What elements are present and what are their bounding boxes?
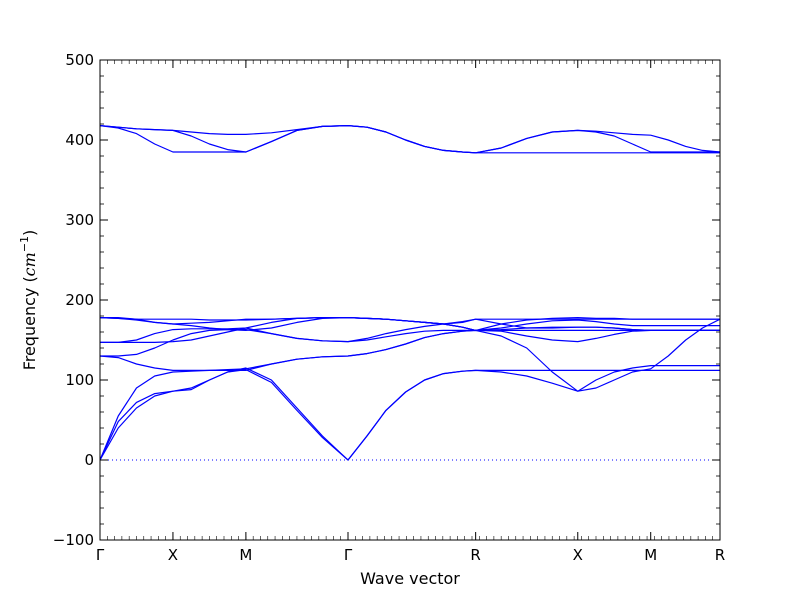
x-tick-label: Γ	[344, 546, 353, 564]
series-line-2	[99, 318, 721, 461]
x-tick-label: Γ	[96, 546, 105, 564]
y-axis-label-unit-base: cm	[20, 252, 39, 276]
y-axis-label: Frequency (cm−1)	[18, 230, 39, 371]
x-tick-label: M	[239, 546, 252, 564]
series-line-13	[99, 125, 721, 154]
y-tick-labels: −100 0 100 200 300 400 500	[53, 51, 94, 549]
y-tick-label: 400	[65, 131, 94, 149]
y-tick-label: 300	[65, 211, 94, 229]
x-tick-label: M	[644, 546, 657, 564]
series-line-6	[100, 326, 720, 343]
y-tick-label: 100	[65, 371, 94, 389]
x-tick-label: X	[168, 546, 178, 564]
axes-frame	[99, 59, 721, 541]
y-axis-label-prefix: Frequency (	[20, 276, 39, 370]
y-tick-label: 500	[65, 51, 94, 69]
series-line-10	[99, 317, 720, 325]
x-axis-label: Wave vector	[360, 569, 460, 588]
x-tick-label: R	[470, 546, 480, 564]
y-tick-label: 200	[65, 291, 94, 309]
y-tick-label: 0	[84, 451, 94, 469]
x-tick-label: R	[715, 546, 725, 564]
y-axis-label-suffix: )	[20, 230, 39, 236]
series-line-4	[99, 329, 720, 392]
y-tick-label: −100	[53, 531, 94, 549]
y-axis-label-unit-exponent: −1	[18, 236, 31, 252]
x-tick-label: X	[573, 546, 583, 564]
series-layer	[99, 125, 721, 461]
